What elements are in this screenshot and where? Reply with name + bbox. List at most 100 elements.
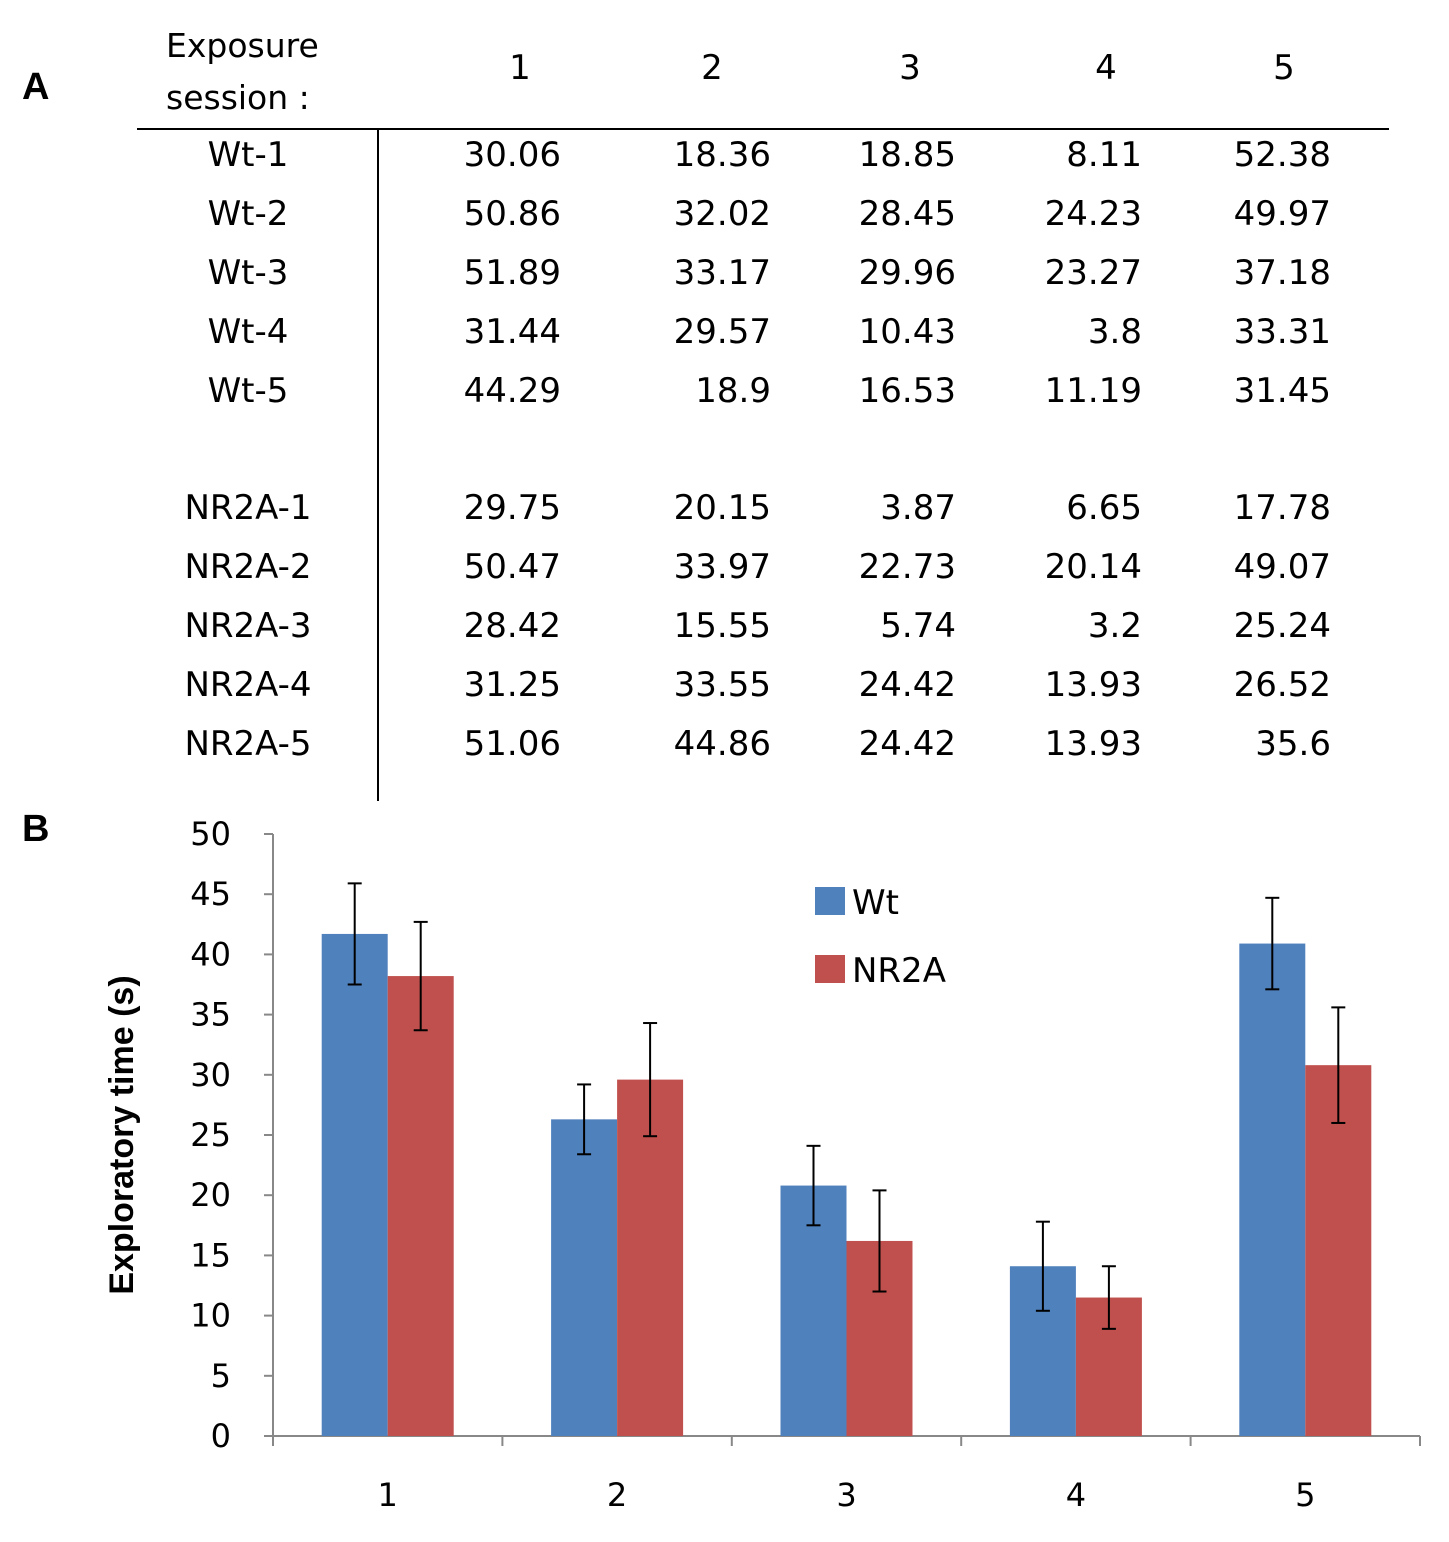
table-cell: 3.2: [1087, 606, 1142, 646]
y-tick-label: 50: [190, 815, 231, 853]
legend-swatch-nr2a: [815, 955, 845, 983]
table-cell: 31.25: [463, 665, 561, 705]
session-col-header: 2: [701, 48, 723, 88]
table-cell: 25.24: [1233, 606, 1331, 646]
table-vertical-rule: [377, 129, 379, 801]
table-cell: 49.97: [1233, 194, 1331, 234]
table-cell: 13.93: [1044, 665, 1142, 705]
x-tick-label: 3: [836, 1476, 856, 1514]
y-tick-label: 45: [190, 875, 231, 913]
row-label: NR2A-1: [184, 488, 312, 528]
y-tick-label: 35: [190, 996, 231, 1034]
table-cell: 31.44: [463, 312, 561, 352]
table-cell: 18.85: [858, 135, 956, 175]
exposure-session-header: Exposure session :: [166, 26, 319, 117]
bar-nr2a-2: [617, 1079, 684, 1436]
table-cell: 20.15: [673, 488, 771, 528]
table-cell: 24.42: [858, 724, 956, 764]
table-cell: 17.78: [1233, 488, 1331, 528]
x-tick-label: 1: [378, 1476, 398, 1514]
y-axis-title: Exploratory time (s): [103, 975, 141, 1294]
row-label: NR2A-4: [184, 665, 312, 705]
bar-wt-2: [551, 1119, 618, 1436]
table-cell: 29.75: [463, 488, 561, 528]
session-col-header: 4: [1095, 48, 1117, 88]
x-tick-label: 4: [1066, 1476, 1086, 1514]
row-label: Wt-2: [207, 194, 289, 234]
table-cell: 33.17: [673, 253, 771, 293]
table-cell: 44.86: [673, 724, 771, 764]
table-cell: 35.6: [1255, 724, 1331, 764]
table-cell: 11.19: [1044, 371, 1142, 411]
bar-wt-3: [780, 1185, 847, 1436]
legend-swatch-wt: [815, 887, 845, 915]
legend-label-wt: Wt: [852, 883, 899, 923]
table-cell: 32.02: [673, 194, 771, 234]
table-cell: 18.9: [695, 371, 771, 411]
table-cell: 31.45: [1233, 371, 1331, 411]
y-tick-label: 0: [211, 1417, 231, 1455]
y-tick-label: 25: [190, 1116, 231, 1154]
panel-a-label: A: [22, 66, 50, 108]
y-tick-label: 40: [190, 935, 231, 973]
table-cell: 52.38: [1233, 135, 1331, 175]
y-tick-label: 5: [211, 1357, 231, 1395]
x-tick-label: 5: [1295, 1476, 1315, 1514]
table-cell: 24.23: [1044, 194, 1142, 234]
table-cell: 20.14: [1044, 547, 1142, 587]
row-label: Wt-1: [207, 135, 289, 175]
table-cell: 3.87: [880, 488, 956, 528]
legend-label-nr2a: NR2A: [852, 951, 946, 991]
table-cell: 16.53: [858, 371, 956, 411]
data-table: Exposure session : 1 2 3 4 5 Wt-1 30.06 18.36 18…: [137, 26, 1389, 801]
row-label: Wt-4: [207, 312, 289, 352]
session-col-header: 3: [899, 48, 921, 88]
row-label: Wt-5: [207, 371, 289, 411]
table-cell: 33.31: [1233, 312, 1331, 352]
table-cell: 10.43: [858, 312, 956, 352]
row-label: NR2A-3: [184, 606, 312, 646]
bar-nr2a-1: [387, 976, 454, 1436]
table-cell: 6.65: [1066, 488, 1142, 528]
bar-wt-5: [1239, 943, 1306, 1436]
table-cell: 8.11: [1066, 135, 1142, 175]
session-col-header: 1: [509, 48, 531, 88]
table-cell: 28.42: [463, 606, 561, 646]
table-top-rule: [137, 128, 1389, 130]
table-cell: 44.29: [463, 371, 561, 411]
table-cell: 37.18: [1233, 253, 1331, 293]
table-cell: 50.86: [463, 194, 561, 234]
table-cell: 50.47: [463, 547, 561, 587]
y-tick-label: 30: [190, 1056, 231, 1094]
table-cell: 26.52: [1233, 665, 1331, 705]
row-label: Wt-3: [207, 253, 289, 293]
table-cell: 18.36: [673, 135, 771, 175]
table-cell: 3.8: [1087, 312, 1142, 352]
table-cell: 22.73: [858, 547, 956, 587]
x-tick-label: 2: [607, 1476, 627, 1514]
table-cell: 30.06: [463, 135, 561, 175]
row-label: NR2A-5: [184, 724, 312, 764]
table-cell: 51.06: [463, 724, 561, 764]
y-tick-label: 15: [190, 1236, 231, 1274]
table-cell: 28.45: [858, 194, 956, 234]
table-cell: 5.74: [880, 606, 956, 646]
bar-wt-1: [321, 933, 388, 1436]
table-cell: 51.89: [463, 253, 561, 293]
table-cell: 33.55: [673, 665, 771, 705]
table-cell: 29.96: [858, 253, 956, 293]
table-cell: 15.55: [673, 606, 771, 646]
panel-b-label: B: [22, 808, 50, 850]
table-cell: 49.07: [1233, 547, 1331, 587]
row-label: NR2A-2: [184, 547, 312, 587]
table-cell: 24.42: [858, 665, 956, 705]
table-cell: 33.97: [673, 547, 771, 587]
session-col-header: 5: [1273, 48, 1295, 88]
y-tick-label: 10: [190, 1297, 231, 1335]
table-cell: 23.27: [1044, 253, 1142, 293]
table-cell: 29.57: [673, 312, 771, 352]
y-tick-label: 20: [190, 1176, 231, 1214]
table-cell: 13.93: [1044, 724, 1142, 764]
bar-nr2a-5: [1305, 1065, 1372, 1436]
